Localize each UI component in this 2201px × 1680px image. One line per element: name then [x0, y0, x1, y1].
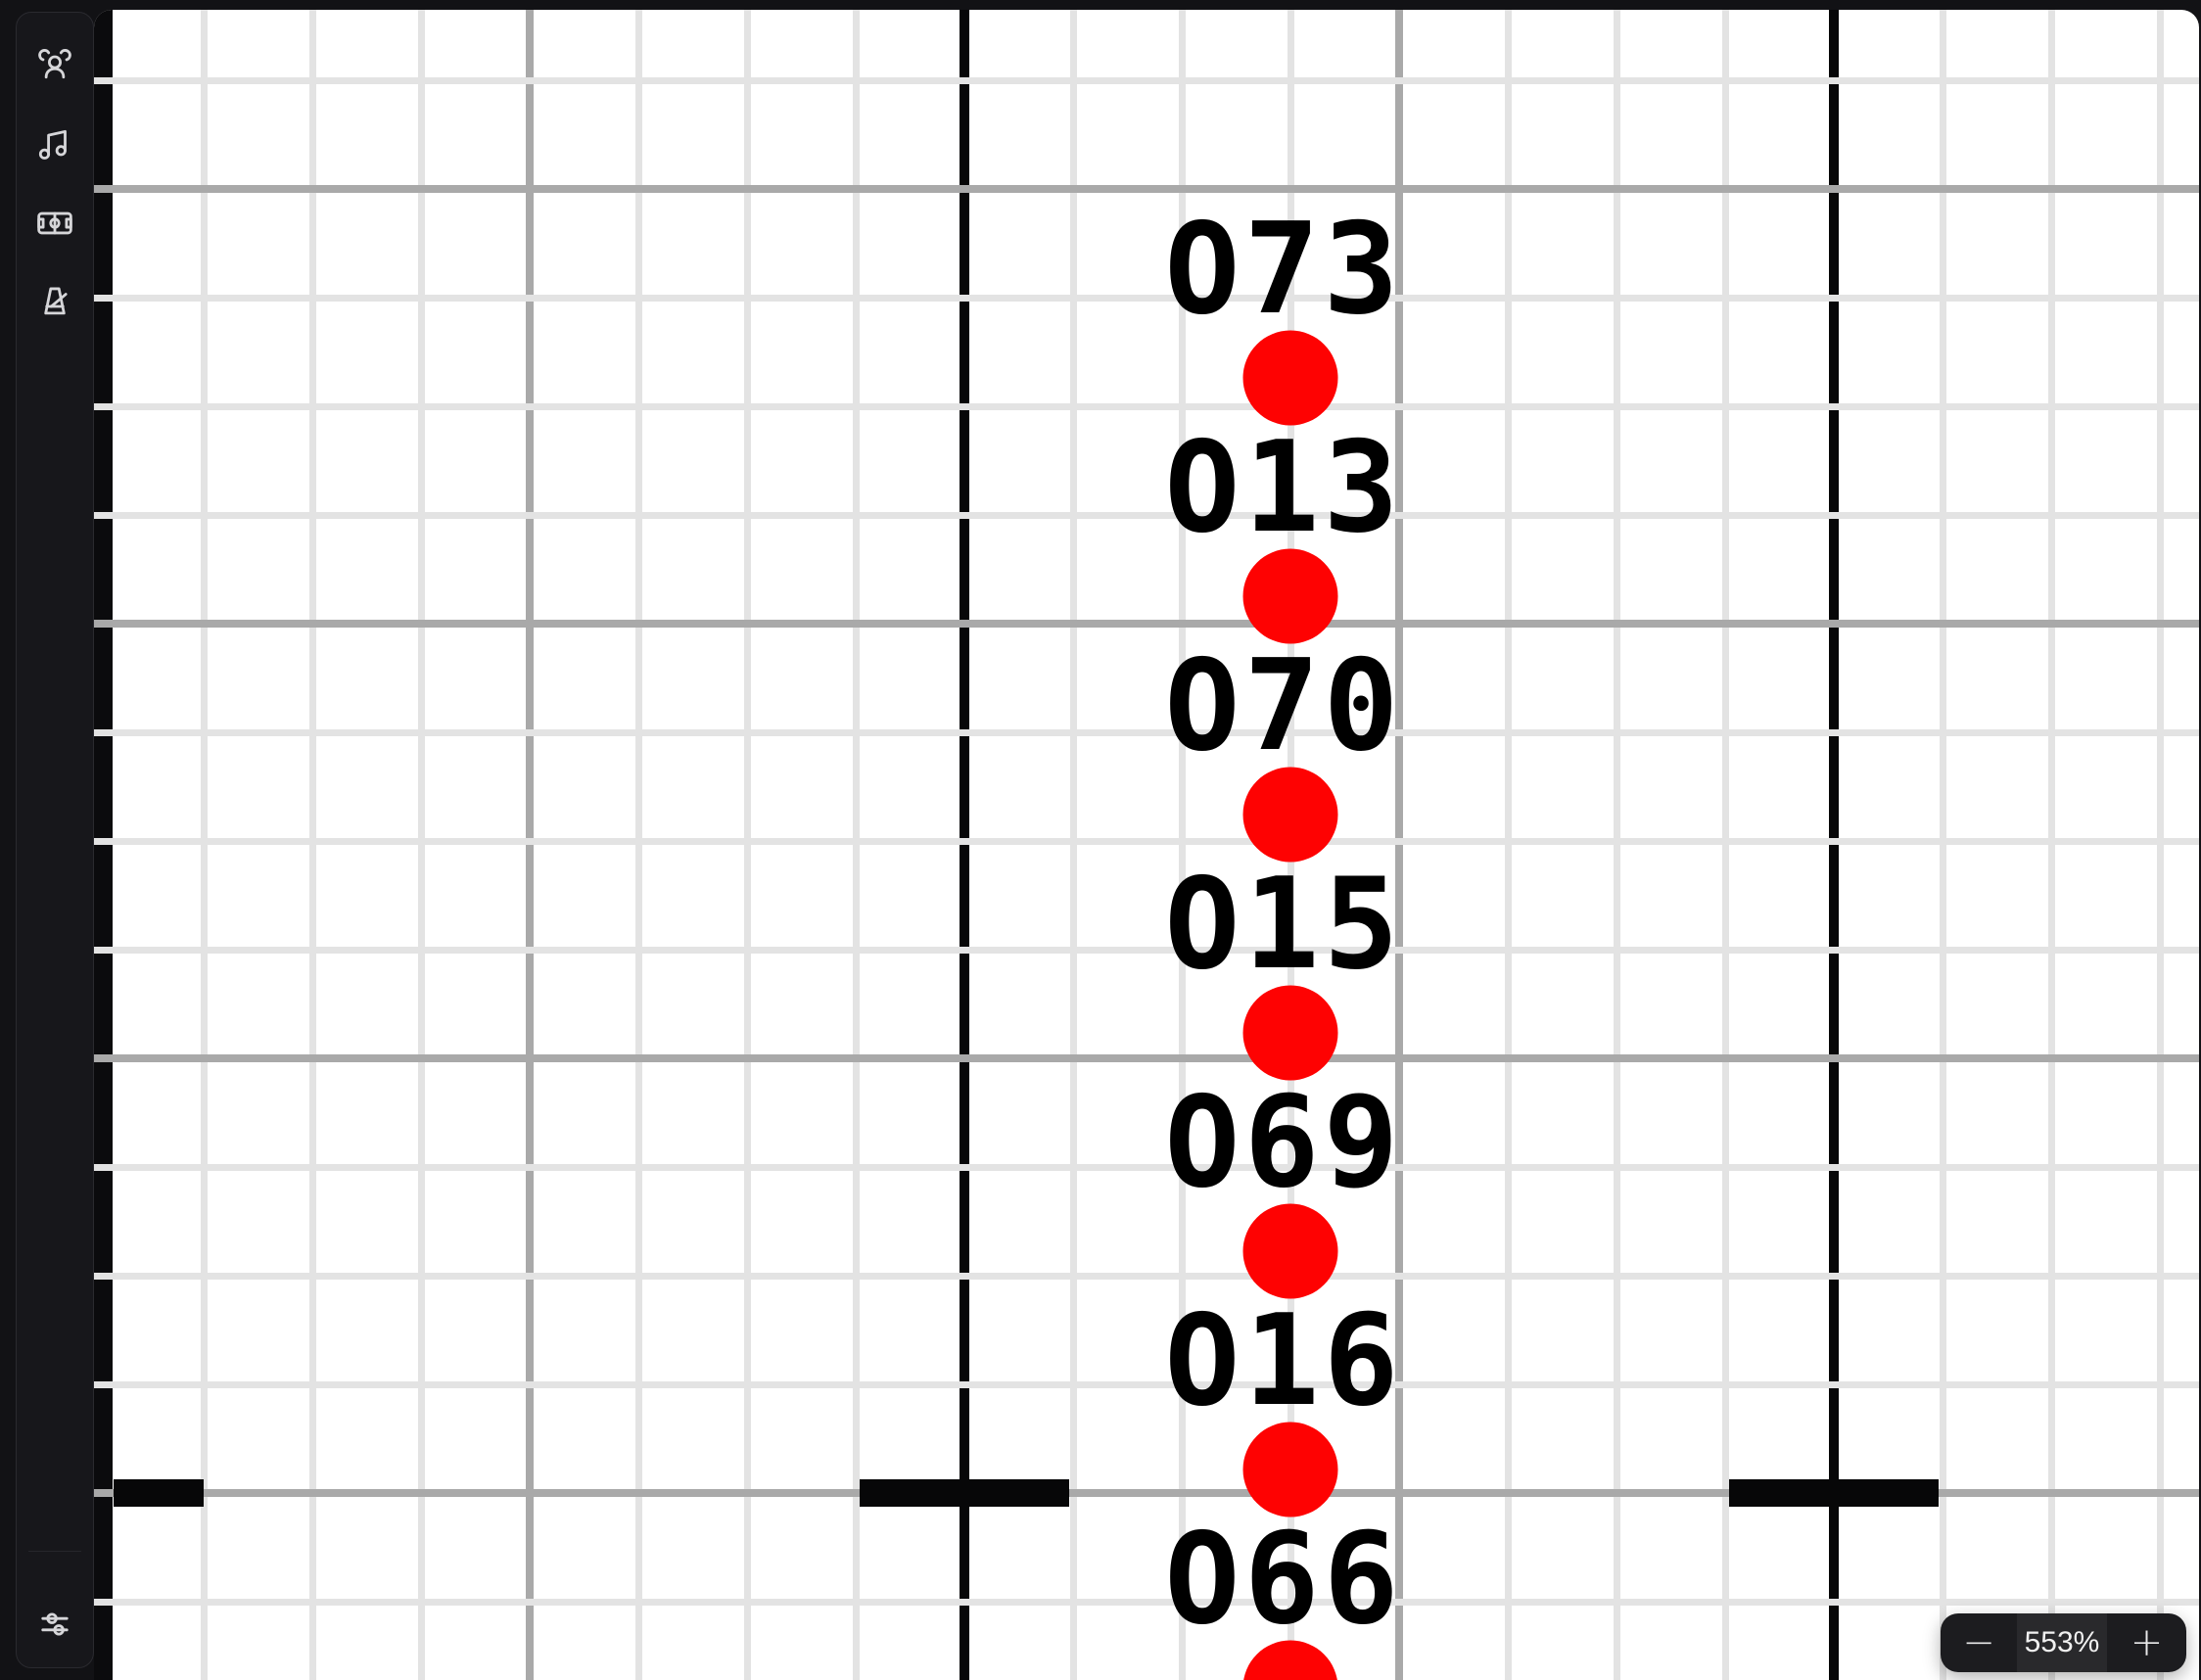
grid-line-vertical [1504, 10, 1512, 1680]
sidebar-item-music[interactable] [27, 117, 82, 172]
grid-line-vertical [1178, 10, 1186, 1680]
grid-line-horizontal [94, 294, 2199, 302]
grid-line-vertical [743, 10, 751, 1680]
sidebar-item-performers[interactable] [27, 39, 82, 94]
hash-mark [1729, 1479, 1939, 1507]
performer-dot[interactable] [1242, 1422, 1338, 1517]
performer-label: O15 [1164, 852, 1403, 998]
performer-label: O13 [1164, 415, 1403, 561]
performer-dot[interactable] [1242, 548, 1338, 644]
grid-line-vertical [1939, 10, 1946, 1680]
grid-line-vertical [2156, 10, 2164, 1680]
minus-icon: − [1962, 1620, 1995, 1665]
performer-label: O73 [1164, 197, 1403, 343]
hash-mark [860, 1479, 1069, 1507]
plus-icon: + [2130, 1620, 2164, 1665]
performer-label: O66 [1164, 1507, 1403, 1653]
grid-line-major-horizontal [94, 620, 2199, 628]
grid-line-horizontal [94, 1272, 2199, 1280]
grid-line-vertical [2047, 10, 2055, 1680]
zoom-out-button[interactable]: − [1941, 1613, 2017, 1672]
grid-line-major-horizontal [94, 185, 2199, 193]
performer-label: O16 [1164, 1288, 1403, 1434]
field-icon [34, 203, 75, 244]
grid-line-vertical [417, 10, 425, 1680]
performer-dot[interactable] [1242, 330, 1338, 426]
grid-line-major-horizontal [94, 1489, 2199, 1497]
grid-line-major-vertical [1395, 10, 1403, 1680]
grid-line-horizontal [94, 1598, 2199, 1606]
zoom-control: − 553% + [1941, 1613, 2186, 1672]
grid-line-vertical [1721, 10, 1729, 1680]
grid-line-horizontal [94, 402, 2199, 410]
performer-dot[interactable] [1242, 767, 1338, 863]
zoom-level: 553% [2017, 1613, 2107, 1672]
sidebar-item-view-settings[interactable] [27, 1597, 82, 1652]
grid-line-major-vertical [526, 10, 534, 1680]
performer-dot[interactable] [1242, 1203, 1338, 1299]
grid-line-horizontal [94, 76, 2199, 84]
grid-line-vertical [1069, 10, 1077, 1680]
field-sideline [94, 10, 113, 1680]
performer-label: O70 [1164, 633, 1403, 779]
grid-line-major-horizontal [94, 1054, 2199, 1062]
grid-line-vertical [634, 10, 642, 1680]
hash-mark [114, 1479, 204, 1507]
grid-line-vertical [200, 10, 208, 1680]
sidebar [16, 12, 94, 1668]
metronome-icon [34, 281, 75, 322]
yard-line [960, 10, 969, 1680]
sidebar-item-field[interactable] [27, 196, 82, 251]
grid-line-vertical [1613, 10, 1620, 1680]
zoom-in-button[interactable]: + [2107, 1613, 2186, 1672]
grid-line-horizontal [94, 837, 2199, 845]
performer-dot[interactable] [1242, 985, 1338, 1081]
grid-line-vertical [308, 10, 316, 1680]
grid-line-horizontal [94, 1163, 2199, 1171]
yard-line [1829, 10, 1839, 1680]
field-canvas[interactable]: O73 O13 O70 O15 O69 O16 O66 [94, 10, 2199, 1680]
grid-line-vertical [852, 10, 860, 1680]
grid-line-horizontal [94, 728, 2199, 736]
sliders-icon [34, 1604, 75, 1645]
grid-line-horizontal [94, 946, 2199, 954]
sidebar-item-metronome[interactable] [27, 274, 82, 329]
sidebar-divider [28, 1551, 81, 1552]
performer-label: O69 [1164, 1070, 1403, 1216]
grid-line-horizontal [94, 511, 2199, 519]
grid-line-horizontal [94, 1380, 2199, 1388]
music-icon [34, 124, 75, 165]
performers-icon [34, 46, 75, 87]
